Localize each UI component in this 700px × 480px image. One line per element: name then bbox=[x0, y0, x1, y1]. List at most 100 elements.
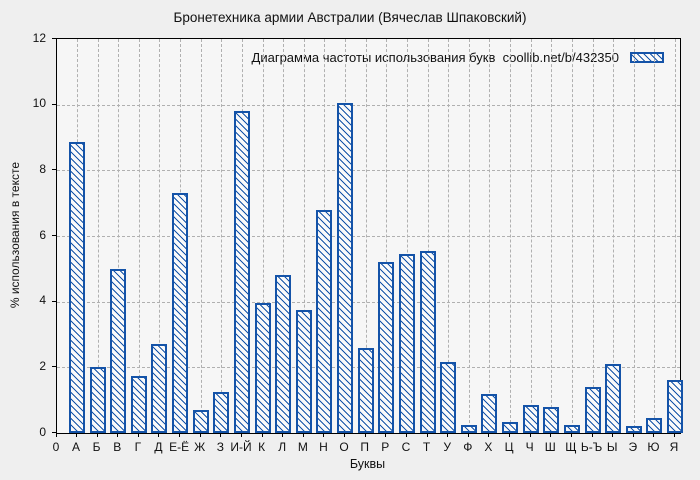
legend-swatch-hatched-bar-icon bbox=[630, 52, 664, 63]
x-tick-label: В bbox=[113, 440, 122, 454]
x-tick bbox=[612, 433, 614, 437]
x-tick bbox=[529, 433, 531, 437]
x-tick bbox=[488, 433, 490, 437]
bar bbox=[398, 254, 415, 433]
v-gridline bbox=[551, 39, 553, 433]
x-tick-label: Ю bbox=[647, 440, 660, 454]
x-tick bbox=[199, 433, 201, 437]
x-tick-label: Г bbox=[134, 440, 142, 454]
v-gridline bbox=[283, 39, 285, 433]
v-gridline bbox=[675, 39, 676, 433]
h-gridline bbox=[57, 104, 680, 106]
x-tick bbox=[96, 433, 98, 437]
v-gridline bbox=[386, 39, 388, 433]
legend: Диаграмма частоты использования букв coo… bbox=[252, 50, 664, 65]
x-tick bbox=[364, 433, 366, 437]
x-tick bbox=[56, 433, 57, 437]
x-tick bbox=[653, 433, 655, 437]
y-tick bbox=[52, 103, 56, 105]
x-tick bbox=[570, 433, 572, 437]
x-tick-label: Э bbox=[628, 440, 638, 454]
x-tick bbox=[405, 433, 407, 437]
x-tick bbox=[344, 433, 346, 437]
bar bbox=[151, 344, 168, 433]
x-tick-label: Ч bbox=[525, 440, 534, 454]
bar bbox=[378, 262, 395, 433]
x-tick-label: Ф bbox=[463, 440, 473, 454]
v-gridline bbox=[592, 39, 594, 433]
x-tick bbox=[179, 433, 181, 437]
x-tick-label: У bbox=[443, 440, 451, 454]
v-gridline bbox=[489, 39, 491, 433]
y-tick bbox=[52, 300, 56, 302]
x-tick-label: Ж bbox=[194, 440, 206, 454]
bar bbox=[460, 424, 477, 433]
y-tick bbox=[52, 38, 56, 39]
x-tick-label: Щ bbox=[565, 440, 577, 454]
v-gridline bbox=[118, 39, 120, 433]
x-tick bbox=[385, 433, 387, 437]
v-gridline bbox=[427, 39, 429, 433]
v-gridline bbox=[159, 39, 161, 433]
x-tick bbox=[323, 433, 325, 437]
x-tick-label: С bbox=[401, 440, 411, 454]
x-tick bbox=[76, 433, 77, 437]
x-tick bbox=[467, 433, 469, 437]
bar bbox=[440, 362, 457, 433]
x-tick-label: П bbox=[360, 440, 369, 454]
x-tick-label: И-Й bbox=[230, 440, 252, 454]
x-tick-label: Е-Ё bbox=[169, 440, 190, 454]
chart-title: Бронетехника армии Австралии (Вячеслав Ш… bbox=[173, 10, 527, 25]
bar bbox=[667, 380, 683, 433]
v-gridline bbox=[530, 39, 532, 433]
bar bbox=[481, 393, 498, 433]
bar bbox=[337, 103, 354, 433]
bar bbox=[275, 275, 292, 433]
x-tick-label: Л bbox=[278, 440, 287, 454]
legend-label: Диаграмма частоты использования букв coo… bbox=[251, 50, 619, 65]
y-tick bbox=[52, 366, 56, 368]
x-tick-label: К bbox=[258, 440, 266, 454]
bar bbox=[130, 375, 147, 433]
x-tick-label: Т bbox=[422, 440, 431, 454]
x-tick bbox=[302, 433, 304, 437]
v-gridline bbox=[303, 39, 305, 433]
x-tick-label: Ц bbox=[504, 440, 514, 454]
x-tick bbox=[261, 433, 263, 437]
x-tick bbox=[674, 433, 675, 437]
x-tick-label: Н bbox=[319, 440, 328, 454]
x-tick bbox=[426, 433, 428, 437]
v-gridline bbox=[365, 39, 367, 433]
x-tick bbox=[137, 433, 139, 437]
x-tick-label: Я bbox=[669, 440, 679, 454]
bar bbox=[295, 309, 312, 433]
x-tick bbox=[117, 433, 119, 437]
h-gridline bbox=[57, 170, 680, 172]
plot-area: Диаграмма частоты использования букв coo… bbox=[56, 38, 683, 434]
x-tick-label: З bbox=[216, 440, 224, 454]
x-tick-label: Д bbox=[154, 440, 163, 454]
x-tick bbox=[447, 433, 449, 437]
bar bbox=[502, 421, 519, 433]
bar bbox=[233, 111, 250, 433]
y-tick-label: 12 bbox=[32, 30, 46, 45]
x-tick-label: Ш bbox=[544, 440, 556, 454]
y-tick-label: 10 bbox=[32, 96, 46, 111]
y-tick bbox=[52, 169, 56, 171]
v-gridline bbox=[406, 39, 408, 433]
x-tick bbox=[158, 433, 160, 437]
v-gridline bbox=[221, 39, 223, 433]
x-tick-label: Ь-Ъ bbox=[580, 440, 603, 454]
h-gridline bbox=[57, 301, 680, 303]
y-tick bbox=[52, 432, 56, 433]
h-gridline bbox=[57, 236, 680, 237]
bar bbox=[419, 250, 436, 433]
x-origin-label: 0 bbox=[52, 440, 60, 454]
bar bbox=[69, 142, 85, 433]
v-gridline bbox=[654, 39, 656, 433]
y-tick-label: 0 bbox=[39, 424, 46, 439]
x-tick-label: Ы bbox=[606, 440, 618, 454]
v-gridline bbox=[448, 39, 450, 433]
bar bbox=[192, 410, 209, 433]
